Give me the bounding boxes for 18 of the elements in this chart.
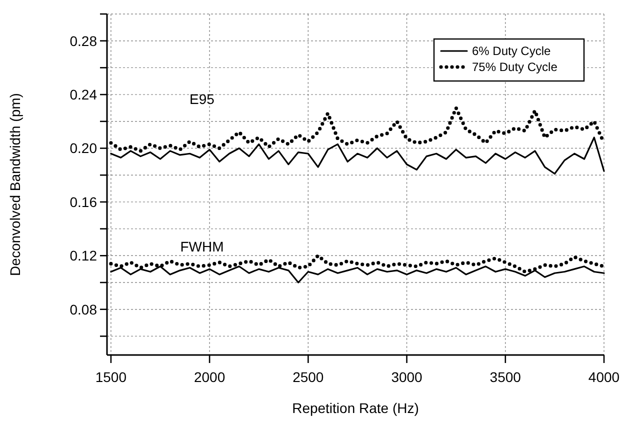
x-tick-label: 2500 (292, 369, 324, 385)
x-tick-label: 2000 (194, 369, 226, 385)
y-tick-label: 0.12 (70, 248, 98, 264)
y-axis-title: Deconvolved Bandwidth (pm) (7, 93, 23, 276)
legend-label: 6% Duty Cycle (472, 44, 552, 58)
y-tick-label: 0.24 (70, 86, 98, 102)
x-axis-title: Repetition Rate (Hz) (292, 400, 419, 416)
y-tick-label: 0.20 (70, 140, 98, 156)
x-tick-label: 3000 (391, 369, 423, 385)
legend-label: 75% Duty Cycle (472, 60, 558, 74)
annotation: E95 (190, 90, 215, 107)
x-tick-label: 1500 (95, 369, 127, 385)
annotation: FWHM (180, 238, 224, 255)
y-tick-label: 0.28 (70, 32, 98, 49)
y-tick-label: 0.08 (70, 301, 98, 318)
x-tick-label: 4000 (588, 369, 620, 385)
x-tick-label: 3500 (490, 369, 522, 385)
y-tick-label: 0.16 (70, 194, 98, 210)
